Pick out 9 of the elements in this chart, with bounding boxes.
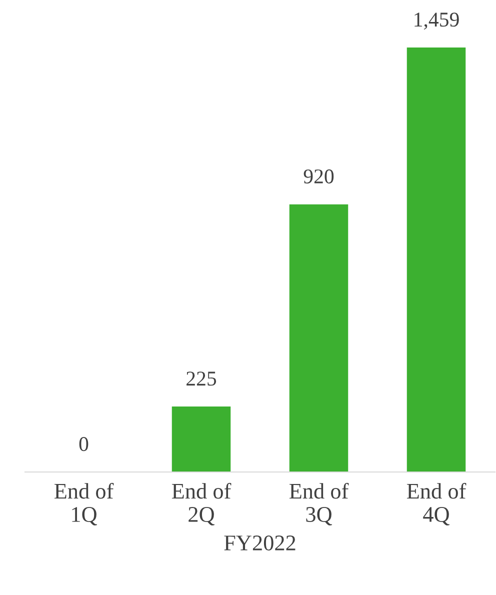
x-tick-label: End of 4Q — [406, 482, 466, 526]
x-tick-label: End of 3Q — [289, 482, 349, 526]
x-tick-label: End of 2Q — [172, 482, 232, 526]
data-label: 1,459 — [414, 12, 459, 30]
data-label: 225 — [186, 372, 216, 386]
data-label: 0 — [79, 437, 88, 452]
x-axis-title: FY2022 — [224, 535, 296, 550]
data-label: 920 — [304, 169, 334, 184]
x-tick-label: End of 1Q — [54, 482, 114, 526]
